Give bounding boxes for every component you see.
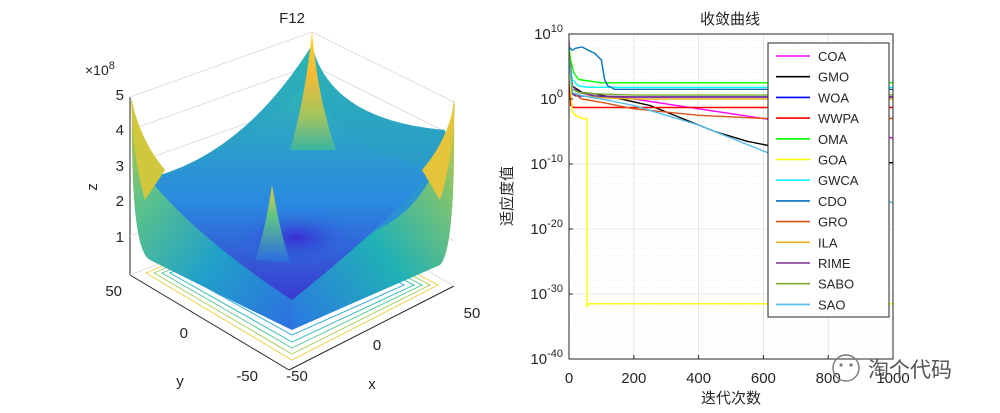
legend-label-rime: RIME [818, 256, 851, 271]
convergence-y-ticks: 1010 100 10-10 10-20 10-30 10-40 [530, 23, 573, 368]
surface-box [129, 97, 455, 371]
legend-label-woa: WOA [818, 90, 849, 105]
z-ticks: 5 4 3 2 1 [116, 87, 124, 246]
legend-label-sabo: SABO [818, 277, 854, 292]
legend-label-sao: SAO [818, 297, 845, 312]
z-multiplier: ×108 [85, 60, 115, 78]
legend: COA GMO WOA WWPA OMA GOA GWCA CDO GRO ILA RIME SABO… [767, 42, 890, 318]
y-tick-label: 100 [540, 88, 563, 108]
series-line-oma [569, 46, 893, 84]
y-ticks: 50 0 -50 [105, 283, 258, 385]
svg-text:2: 2 [116, 193, 124, 210]
svg-text:0: 0 [373, 337, 381, 354]
surface-title: F12 [279, 10, 305, 27]
plot-frame [568, 33, 894, 360]
svg-text:4: 4 [116, 122, 124, 139]
x-axis-label: x [368, 376, 376, 393]
y-tick-label: 10-10 [530, 153, 563, 173]
convergence-panel: 收敛曲线 0 200 400 600 800 1000 1010 100 10-10 10-20… [498, 10, 952, 407]
x-tick-label: 200 [621, 370, 646, 387]
surface-right-face [292, 100, 455, 330]
x-tick-label: 0 [565, 370, 573, 387]
surface-left-face [131, 100, 292, 330]
surface-bowl [150, 80, 440, 300]
series-line-cdo [569, 46, 893, 91]
y-tick-label: 10-40 [530, 348, 563, 368]
svg-text:50: 50 [464, 305, 481, 322]
surface-panel: F12 [84, 10, 480, 393]
svg-text:0: 0 [180, 325, 188, 342]
watermark-text: 淘个代码 [868, 358, 952, 382]
series-line-wwpa [569, 53, 893, 109]
watermark: 淘个代码 [832, 354, 952, 382]
legend-label-gwca: GWCA [818, 173, 859, 188]
legend-label-ila: ILA [818, 235, 838, 250]
y-tick-label: 1010 [534, 23, 563, 43]
legend-label-coa: COA [818, 49, 847, 64]
y-tick-label: 10-30 [530, 283, 563, 303]
surface-left-spike [131, 98, 165, 200]
svg-text:1: 1 [116, 229, 124, 246]
convergence-x-label: 迭代次数 [701, 389, 761, 407]
x-tick-label: 800 [816, 370, 841, 387]
y-tick-label: 10-20 [530, 218, 563, 238]
surface-minimum [234, 210, 358, 266]
x-ticks: -50 0 50 [286, 305, 480, 385]
legend-label-goa: GOA [818, 153, 847, 168]
svg-text:50: 50 [105, 283, 122, 300]
svg-text:-50: -50 [236, 368, 258, 385]
svg-text:-50: -50 [286, 368, 308, 385]
x-tick-label: 600 [751, 370, 776, 387]
surface-center-spike [255, 185, 290, 262]
convergence-x-ticks: 0 200 400 600 800 1000 [565, 355, 910, 387]
surface-right-spike [422, 100, 455, 200]
legend-label-gmo: GMO [818, 70, 849, 85]
series-line-goa [569, 59, 893, 308]
svg-text:3: 3 [116, 158, 124, 175]
convergence-y-label: 适应度值 [498, 166, 516, 226]
legend-label-cdo: CDO [818, 194, 847, 209]
svg-text:5: 5 [116, 87, 124, 104]
y-axis-label: y [176, 373, 184, 390]
wechat-logo-icon [832, 354, 860, 382]
x-tick-label: 400 [686, 370, 711, 387]
convergence-title: 收敛曲线 [700, 10, 760, 28]
x-tick-label: 1000 [876, 370, 909, 387]
legend-label-wwpa: WWPA [818, 111, 859, 126]
surface-back-spike [290, 32, 336, 150]
legend-label-gro: GRO [818, 215, 848, 230]
z-axis-label: z [84, 183, 101, 191]
legend-label-oma: OMA [818, 132, 848, 147]
